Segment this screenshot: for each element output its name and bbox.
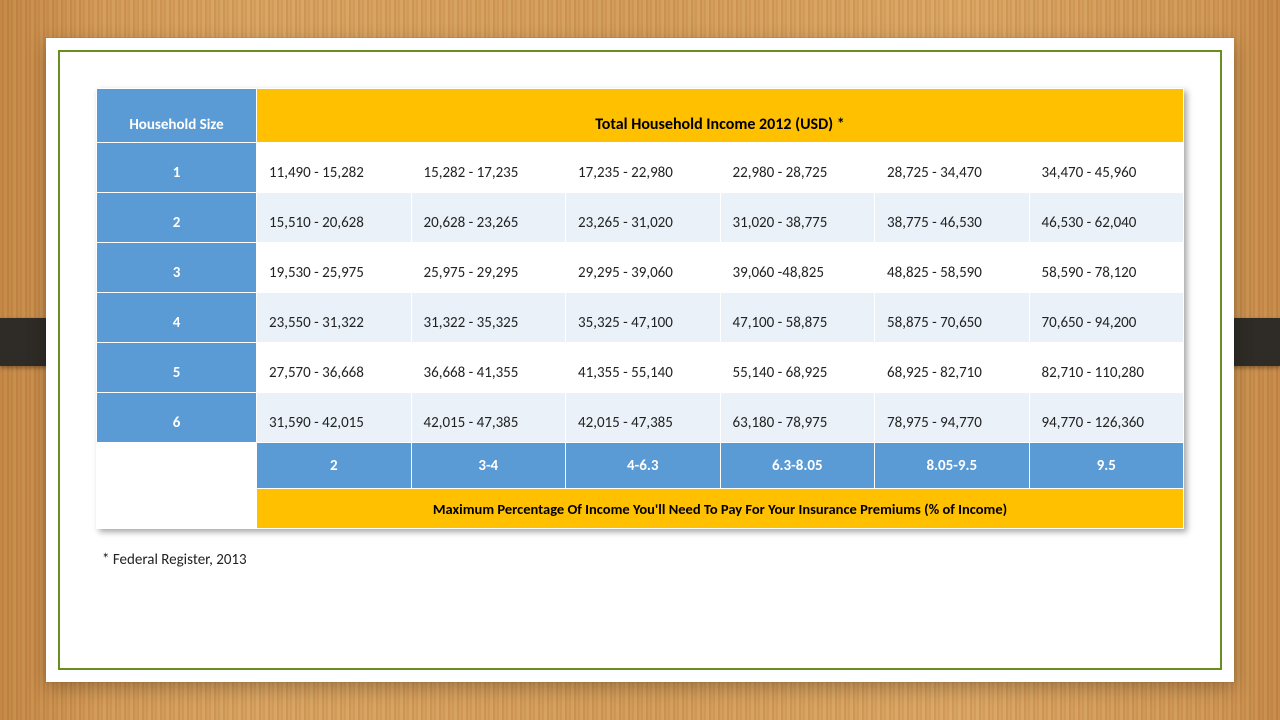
table-header-row: Household Size Total Household Income 20… [97, 89, 1184, 143]
income-cell: 55,140 - 68,925 [720, 343, 875, 393]
income-cell: 29,295 - 39,060 [566, 243, 721, 293]
row-label: 3 [97, 243, 257, 293]
income-cell: 42,015 - 47,385 [566, 393, 721, 443]
table-row: 1 11,490 - 15,282 15,282 - 17,235 17,235… [97, 143, 1184, 193]
income-cell: 20,628 - 23,265 [411, 193, 566, 243]
income-table: Household Size Total Household Income 20… [96, 88, 1184, 529]
percent-cell: 9.5 [1029, 443, 1184, 489]
income-cell: 28,725 - 34,470 [875, 143, 1030, 193]
content-frame: Household Size Total Household Income 20… [58, 50, 1222, 670]
income-cell: 25,975 - 29,295 [411, 243, 566, 293]
income-cell: 48,825 - 58,590 [875, 243, 1030, 293]
income-cell: 11,490 - 15,282 [257, 143, 412, 193]
income-cell: 58,590 - 78,120 [1029, 243, 1184, 293]
table-row: 6 31,590 - 42,015 42,015 - 47,385 42,015… [97, 393, 1184, 443]
income-cell: 31,590 - 42,015 [257, 393, 412, 443]
income-cell: 36,668 - 41,355 [411, 343, 566, 393]
income-cell: 15,282 - 17,235 [411, 143, 566, 193]
income-cell: 34,470 - 45,960 [1029, 143, 1184, 193]
footer-title: Maximum Percentage Of Income You'll Need… [257, 489, 1184, 529]
percent-cell: 8.05-9.5 [875, 443, 1030, 489]
income-cell: 17,235 - 22,980 [566, 143, 721, 193]
income-cell: 38,775 - 46,530 [875, 193, 1030, 243]
income-cell: 82,710 - 110,280 [1029, 343, 1184, 393]
row-label: 4 [97, 293, 257, 343]
income-cell: 70,650 - 94,200 [1029, 293, 1184, 343]
row-label: 1 [97, 143, 257, 193]
row-label: 6 [97, 393, 257, 443]
slide-stage: Household Size Total Household Income 20… [0, 0, 1280, 720]
income-cell: 94,770 - 126,360 [1029, 393, 1184, 443]
percent-cell: 4-6.3 [566, 443, 721, 489]
header-income-title: Total Household Income 2012 (USD) * [257, 89, 1184, 143]
row-label: 2 [97, 193, 257, 243]
income-cell: 23,265 - 31,020 [566, 193, 721, 243]
row-label: 5 [97, 343, 257, 393]
income-cell: 78,975 - 94,770 [875, 393, 1030, 443]
income-cell: 35,325 - 47,100 [566, 293, 721, 343]
income-cell: 19,530 - 25,975 [257, 243, 412, 293]
table-row: 2 15,510 - 20,628 20,628 - 23,265 23,265… [97, 193, 1184, 243]
table-row: 3 19,530 - 25,975 25,975 - 29,295 29,295… [97, 243, 1184, 293]
footnote-text: * Federal Register, 2013 [102, 551, 1184, 569]
income-cell: 46,530 - 62,040 [1029, 193, 1184, 243]
income-cell: 42,015 - 47,385 [411, 393, 566, 443]
income-cell: 58,875 - 70,650 [875, 293, 1030, 343]
table-row: 4 23,550 - 31,322 31,322 - 35,325 35,325… [97, 293, 1184, 343]
percent-cell: 2 [257, 443, 412, 489]
income-cell: 22,980 - 28,725 [720, 143, 875, 193]
income-cell: 47,100 - 58,875 [720, 293, 875, 343]
income-cell: 31,322 - 35,325 [411, 293, 566, 343]
blank-corner [97, 443, 257, 529]
income-cell: 41,355 - 55,140 [566, 343, 721, 393]
income-cell: 15,510 - 20,628 [257, 193, 412, 243]
table-row: 5 27,570 - 36,668 36,668 - 41,355 41,355… [97, 343, 1184, 393]
percent-row: 2 3-4 4-6.3 6.3-8.05 8.05-9.5 9.5 [97, 443, 1184, 489]
footer-row: Maximum Percentage Of Income You'll Need… [97, 489, 1184, 529]
income-cell: 63,180 - 78,975 [720, 393, 875, 443]
income-cell: 39,060 -48,825 [720, 243, 875, 293]
percent-cell: 3-4 [411, 443, 566, 489]
income-cell: 23,550 - 31,322 [257, 293, 412, 343]
paper-card: Household Size Total Household Income 20… [46, 38, 1234, 682]
percent-cell: 6.3-8.05 [720, 443, 875, 489]
income-cell: 31,020 - 38,775 [720, 193, 875, 243]
income-cell: 27,570 - 36,668 [257, 343, 412, 393]
income-cell: 68,925 - 82,710 [875, 343, 1030, 393]
header-household-size: Household Size [97, 89, 257, 143]
